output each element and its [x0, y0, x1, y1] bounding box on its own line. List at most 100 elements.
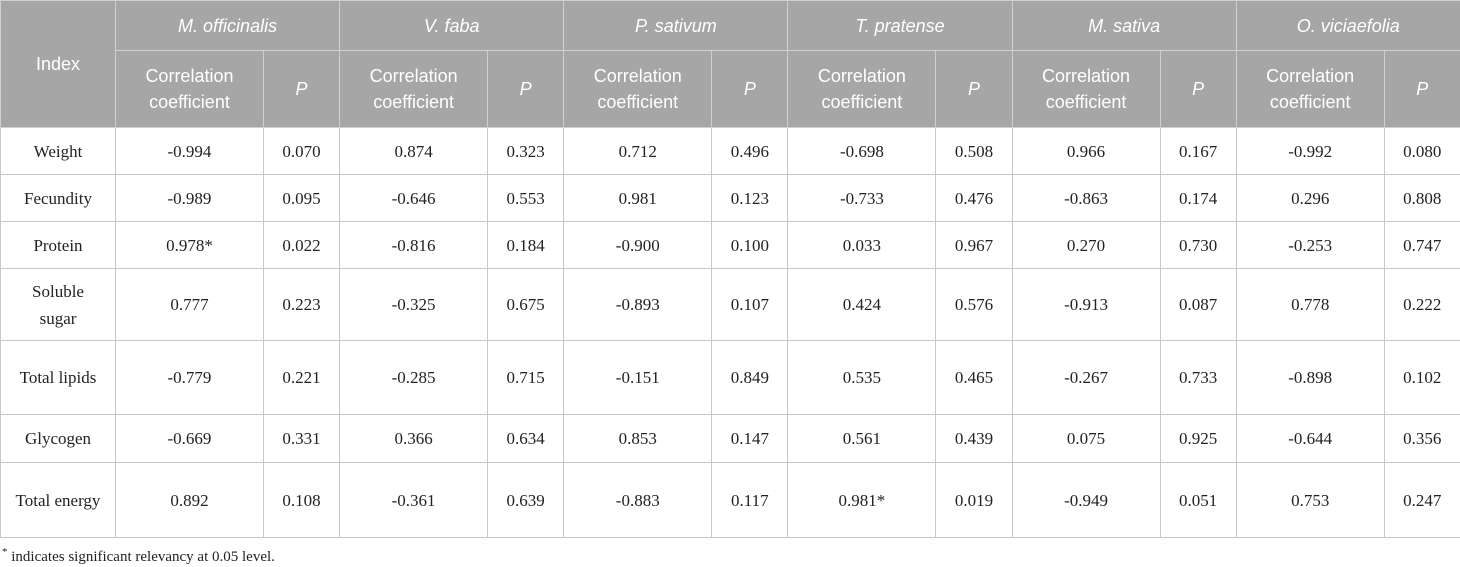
cell: -0.733	[787, 174, 937, 222]
row-label: Glycogen	[0, 414, 116, 463]
data-row: Glycogen -0.669 0.331 0.366 0.634 0.853 0.147 0…	[0, 414, 1460, 463]
cell: 0.019	[935, 462, 1013, 538]
cell: 0.892	[115, 462, 264, 538]
cell: -0.893	[563, 268, 713, 341]
row-label: Total lipids	[0, 340, 116, 415]
subheader: Correlation coefficient	[339, 50, 489, 128]
subheader-row: Correlation coefficient P Correlation coef…	[1, 50, 1460, 128]
cell: 0.634	[487, 414, 565, 463]
cell: 0.730	[1159, 221, 1237, 269]
subheader: Correlation coefficient	[115, 50, 264, 128]
subheader: Correlation coefficient	[1235, 50, 1385, 128]
cell: 0.323	[487, 127, 565, 175]
cell: 0.747	[1383, 221, 1460, 269]
cell: 0.808	[1383, 174, 1460, 222]
cell: 0.733	[1159, 340, 1237, 415]
cell: 0.022	[262, 221, 341, 269]
cell: -0.992	[1235, 127, 1385, 175]
footnote-text: indicates significant relevancy at 0.05 …	[11, 549, 275, 565]
row-label: Protein	[0, 221, 116, 269]
cell: -0.267	[1011, 340, 1161, 415]
cell: 0.331	[262, 414, 341, 463]
cell: 0.981	[563, 174, 713, 222]
cell: 0.070	[262, 127, 341, 175]
cell: -0.883	[563, 462, 713, 538]
cell: 0.675	[487, 268, 565, 341]
cell: 0.753	[1235, 462, 1385, 538]
species-header: M. officinalis	[114, 0, 341, 51]
data-row: Soluble sugar 0.777 0.223 -0.325 0.675 -0.893…	[0, 268, 1460, 341]
cell: 0.075	[1011, 414, 1161, 463]
cell: 0.147	[711, 414, 789, 463]
cell: 0.424	[787, 268, 937, 341]
cell: 0.080	[1383, 127, 1460, 175]
correlation-table: Index M. officinalis V. faba P. sativum T. p…	[0, 0, 1460, 538]
subheader: P	[935, 50, 1013, 128]
subheader: P	[262, 50, 341, 128]
cell: -0.779	[115, 340, 264, 415]
cell: -0.989	[115, 174, 264, 222]
cell: 0.849	[711, 340, 789, 415]
cell: 0.107	[711, 268, 789, 341]
row-label: Soluble sugar	[0, 268, 116, 341]
cell: 0.508	[935, 127, 1013, 175]
data-row: Total lipids -0.779 0.221 -0.285 0.715 -0.151…	[0, 340, 1460, 415]
cell: -0.669	[115, 414, 264, 463]
data-row: Fecundity -0.989 0.095 -0.646 0.553 0.981 0.12…	[0, 174, 1460, 222]
cell: -0.898	[1235, 340, 1385, 415]
cell: 0.174	[1159, 174, 1237, 222]
cell: 0.222	[1383, 268, 1460, 341]
cell: 0.108	[262, 462, 341, 538]
subheader: Correlation coefficient	[563, 50, 713, 128]
cell: 0.167	[1159, 127, 1237, 175]
subheader: P	[487, 50, 565, 128]
subheader: P	[711, 50, 789, 128]
cell: 0.100	[711, 221, 789, 269]
cell: 0.639	[487, 462, 565, 538]
cell: 0.535	[787, 340, 937, 415]
cell: 0.123	[711, 174, 789, 222]
row-label: Fecundity	[0, 174, 116, 222]
species-header: T. pratense	[787, 0, 1013, 51]
cell: -0.325	[339, 268, 489, 341]
cell: -0.913	[1011, 268, 1161, 341]
cell: 0.102	[1383, 340, 1460, 415]
cell: 0.978*	[115, 221, 264, 269]
cell: 0.967	[935, 221, 1013, 269]
cell: -0.816	[339, 221, 489, 269]
subheader: Correlation coefficient	[1011, 50, 1161, 128]
cell: -0.900	[563, 221, 713, 269]
data-row: Weight -0.994 0.070 0.874 0.323 0.712 0.496 -0.…	[0, 127, 1460, 175]
species-header: M. sativa	[1011, 0, 1237, 51]
cell: -0.361	[339, 462, 489, 538]
cell: 0.095	[262, 174, 341, 222]
species-header: V. faba	[339, 0, 565, 51]
cell: 0.553	[487, 174, 565, 222]
cell: 0.561	[787, 414, 937, 463]
cell: 0.853	[563, 414, 713, 463]
cell: 0.925	[1159, 414, 1237, 463]
cell: 0.247	[1383, 462, 1460, 538]
cell: 0.221	[262, 340, 341, 415]
cell: 0.715	[487, 340, 565, 415]
cell: -0.949	[1011, 462, 1161, 538]
cell: -0.646	[339, 174, 489, 222]
cell: 0.051	[1159, 462, 1237, 538]
row-label: Total energy	[0, 462, 116, 538]
row-label: Weight	[0, 127, 116, 175]
subheader: P	[1159, 50, 1237, 128]
data-row: Protein 0.978* 0.022 -0.816 0.184 -0.900 0.100…	[0, 221, 1460, 269]
data-row: Total energy 0.892 0.108 -0.361 0.639 -0.883 0…	[0, 462, 1460, 538]
index-header: Index	[0, 0, 116, 128]
cell: 0.576	[935, 268, 1013, 341]
cell: 0.296	[1235, 174, 1385, 222]
cell: -0.644	[1235, 414, 1385, 463]
cell: -0.253	[1235, 221, 1385, 269]
cell: 0.966	[1011, 127, 1161, 175]
cell: 0.184	[487, 221, 565, 269]
cell: 0.778	[1235, 268, 1385, 341]
cell: 0.270	[1011, 221, 1161, 269]
cell: -0.285	[339, 340, 489, 415]
cell: 0.223	[262, 268, 341, 341]
